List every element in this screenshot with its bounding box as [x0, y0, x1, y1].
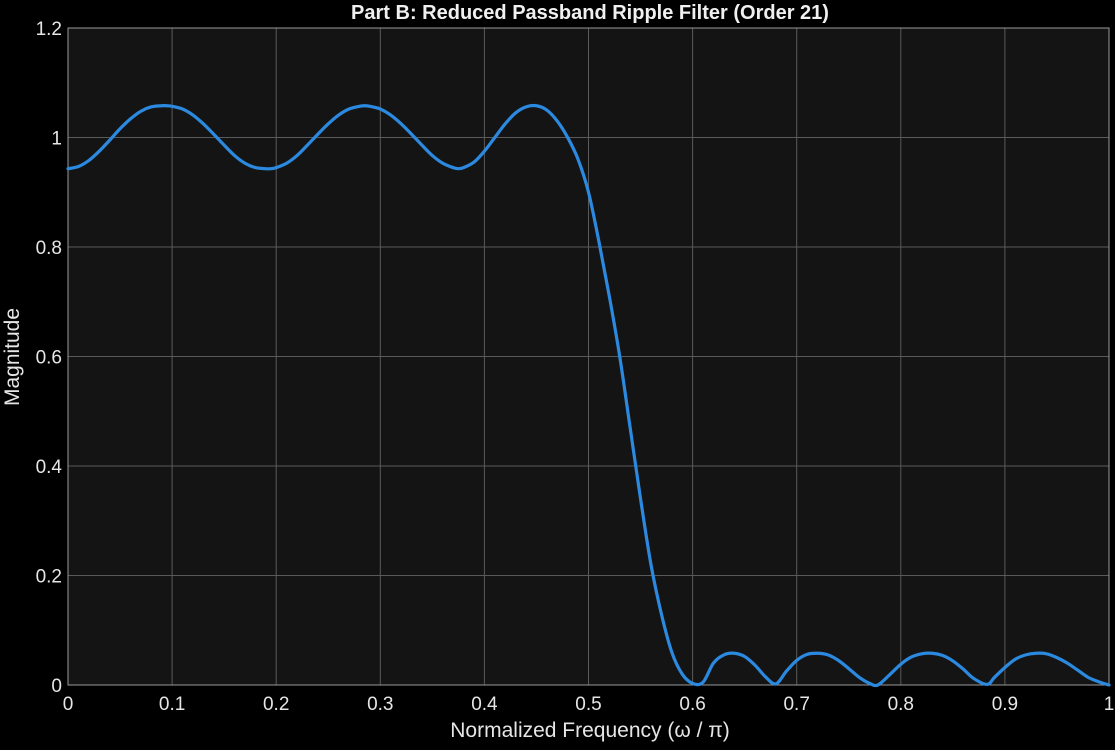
x-tick-label: 0.2 [263, 694, 289, 715]
y-tick-label: 0.8 [36, 238, 62, 259]
x-tick-label: 0.9 [992, 694, 1018, 715]
x-axis-label: Normalized Frequency (ω / π) [450, 719, 729, 742]
y-tick-label: 0.2 [36, 567, 62, 588]
x-tick-label: 0.6 [679, 694, 705, 715]
x-tick-label: 0.7 [783, 694, 809, 715]
x-tick-label: 0.8 [888, 694, 914, 715]
y-tick-label: 1.2 [36, 19, 62, 40]
y-tick-labels: 0 0.2 0.4 0.6 0.8 1 1.2 [36, 19, 63, 697]
x-tick-label: 0 [63, 694, 74, 715]
axes-border [67, 27, 1110, 686]
x-tick-label: 0.4 [471, 694, 498, 715]
x-tick-labels: 0 0.1 0.2 0.3 0.4 0.5 0.6 0.7 0.8 0.9 1 [63, 694, 1115, 715]
y-axis-label: Magnitude [1, 308, 24, 406]
y-tick-label: 0 [51, 676, 62, 697]
x-tick-label: 0.5 [575, 694, 601, 715]
x-tick-label: 1 [1104, 694, 1115, 715]
x-tick-label: 0.1 [159, 694, 185, 715]
x-tick-label: 0.3 [367, 694, 393, 715]
y-tick-label: 0.6 [36, 348, 62, 369]
series-line-magnitude-response [66, 103, 1111, 688]
y-tick-label: 0.4 [36, 457, 63, 478]
y-tick-label: 1 [51, 129, 62, 150]
chart-title: Part B: Reduced Passband Ripple Filter (… [351, 2, 829, 24]
